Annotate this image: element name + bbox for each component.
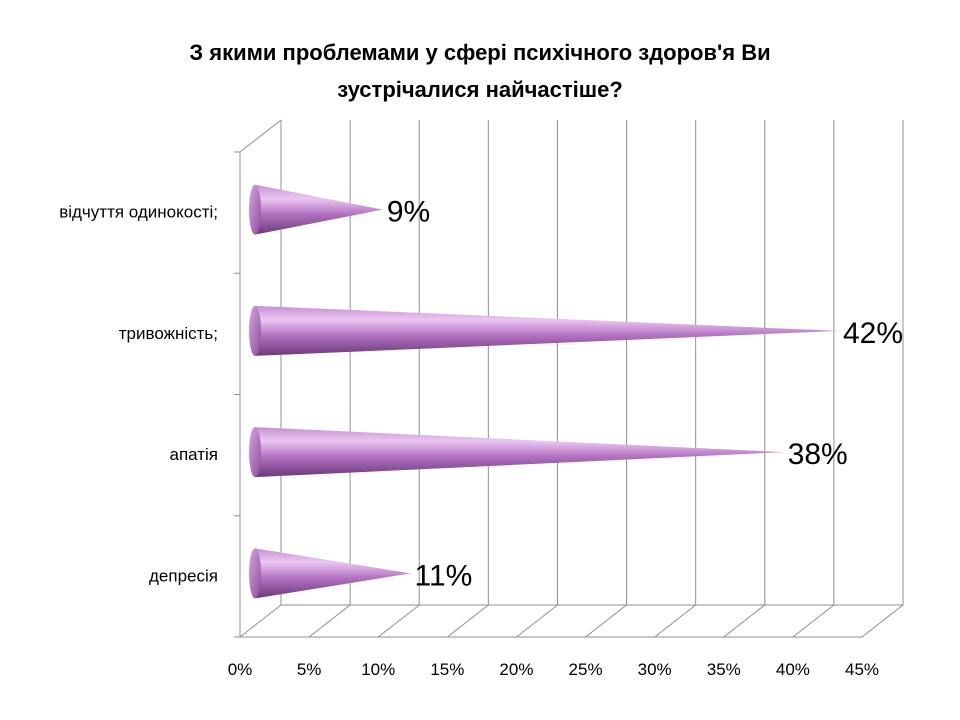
cone-base xyxy=(249,427,261,478)
cone-base xyxy=(249,305,261,356)
floor-gridline xyxy=(723,604,766,638)
cone-bar xyxy=(255,184,383,235)
x-tick-label: 35% xyxy=(707,660,741,679)
category-label: апатія xyxy=(169,445,218,464)
side-wall-top-edge xyxy=(239,119,282,153)
cone-base xyxy=(249,548,261,599)
cone-bar xyxy=(255,548,411,599)
chart-axes xyxy=(234,151,903,638)
cone-base xyxy=(249,184,261,235)
floor-gridline xyxy=(377,604,420,638)
data-labels: 9% 42% 38% 11% xyxy=(387,196,903,593)
floor-gridline xyxy=(239,604,282,638)
data-label: 42% xyxy=(843,317,903,350)
floor-gridline xyxy=(308,604,351,638)
x-tick-label: 10% xyxy=(361,660,395,679)
chart-title-line-2: зустрічалися найчастіше? xyxy=(337,77,623,102)
x-tick-label: 40% xyxy=(776,660,810,679)
x-tick-label: 25% xyxy=(569,660,603,679)
category-label: відчуття одинокості; xyxy=(59,203,218,222)
floor-gridline xyxy=(447,604,489,638)
x-tick-label: 5% xyxy=(297,660,322,679)
chart-title-line-1: З якими проблемами у сфері психічного зд… xyxy=(189,40,771,65)
chart-cones xyxy=(249,184,839,599)
data-label: 9% xyxy=(387,196,430,229)
floor-gridline xyxy=(516,604,558,638)
x-tick-label: 0% xyxy=(228,660,253,679)
data-label: 11% xyxy=(414,559,472,592)
category-labels: відчуття одинокості; тривожність; апатія де… xyxy=(59,203,218,586)
x-tick-label: 45% xyxy=(845,660,879,679)
x-tick-labels: 0% 5% 10% 15% 20% 25% 30% 35% 40% 45% xyxy=(228,660,879,679)
category-label: тривожність; xyxy=(119,324,218,343)
cone-bar xyxy=(255,427,784,478)
x-tick-label: 20% xyxy=(499,660,533,679)
chart-title: З якими проблемами у сфері психічного зд… xyxy=(0,34,960,108)
cone-bar xyxy=(255,305,839,356)
floor-gridline xyxy=(792,604,835,638)
category-label: депресія xyxy=(149,566,218,585)
floor-gridline xyxy=(585,604,627,638)
x-tick-label: 30% xyxy=(638,660,672,679)
chart-gridlines xyxy=(239,120,904,638)
floor-gridline xyxy=(654,604,696,638)
data-label: 38% xyxy=(788,438,848,471)
floor-gridline xyxy=(861,604,904,638)
x-tick-label: 15% xyxy=(430,660,464,679)
